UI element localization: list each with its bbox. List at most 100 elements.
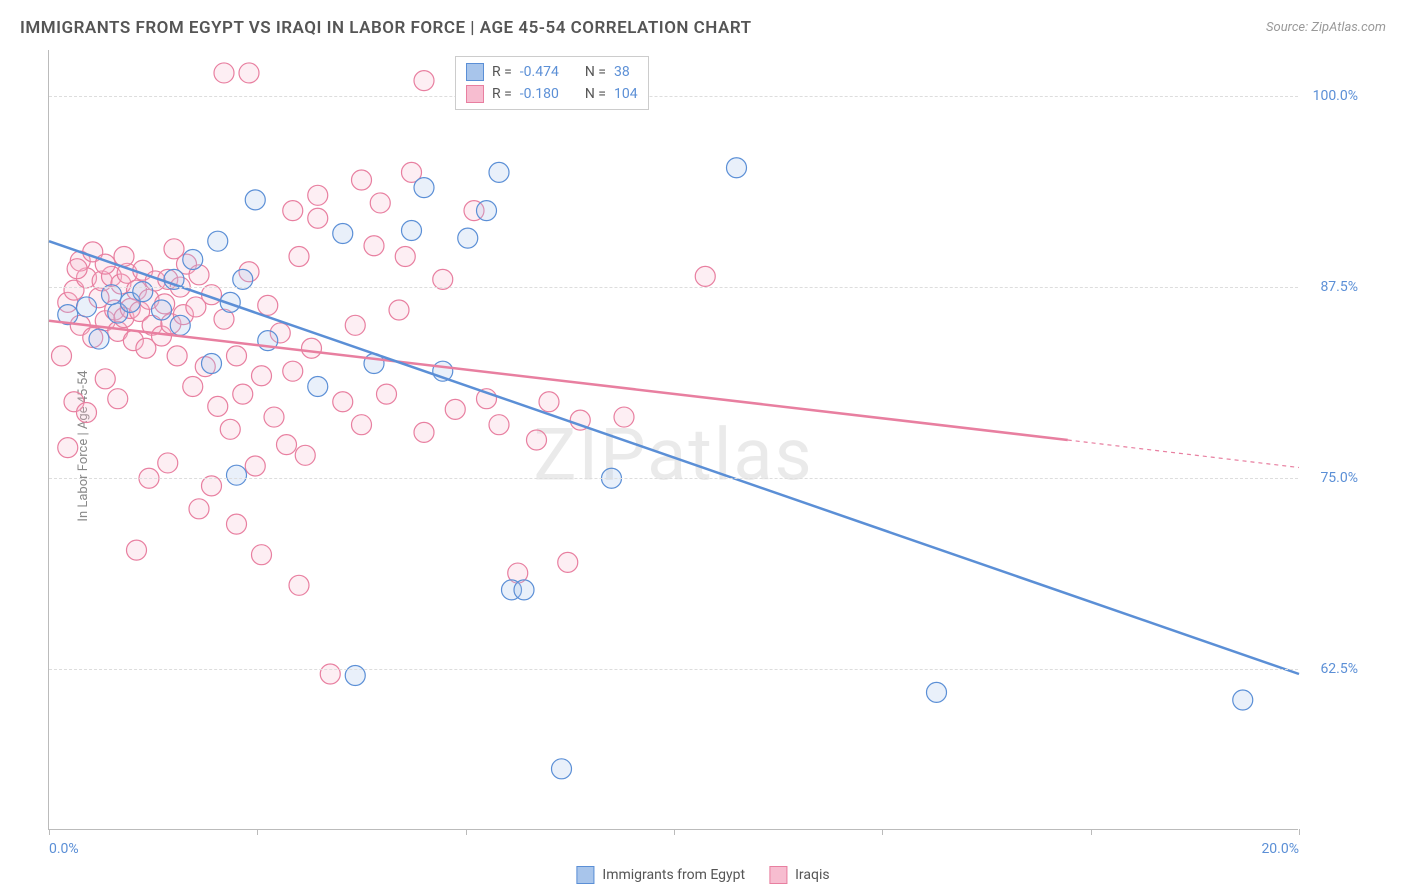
y-tick-label: 100.0% bbox=[1313, 88, 1358, 104]
egypt-point bbox=[133, 282, 153, 302]
egypt-point bbox=[227, 465, 247, 485]
legend-correlation: R = -0.474 N = 38 R = -0.180 N = 104 bbox=[455, 56, 649, 110]
egypt-point bbox=[552, 759, 572, 779]
legend-item-iraqi: Iraqis bbox=[769, 866, 829, 884]
legend-row-egypt: R = -0.474 N = 38 bbox=[466, 61, 638, 83]
gridline-h bbox=[49, 669, 1298, 670]
iraqi-point bbox=[77, 402, 97, 422]
plot-svg bbox=[49, 50, 1298, 829]
gridline-h bbox=[49, 287, 1298, 288]
gridline-h bbox=[49, 478, 1298, 479]
iraqi-point bbox=[252, 545, 272, 565]
iraqi-point bbox=[127, 540, 147, 560]
legend-swatch-iraqi-bottom bbox=[769, 866, 787, 884]
egypt-point bbox=[489, 162, 509, 182]
iraqi-point bbox=[108, 389, 128, 409]
iraqi-point bbox=[245, 456, 265, 476]
iraqi-trend-line-extrapolated bbox=[1068, 440, 1299, 468]
iraqi-point bbox=[308, 208, 328, 228]
legend-r-label: R = bbox=[492, 64, 512, 80]
iraqi-point bbox=[158, 453, 178, 473]
y-tick-label: 75.0% bbox=[1320, 470, 1358, 486]
iraqi-point bbox=[295, 445, 315, 465]
egypt-point bbox=[183, 250, 203, 270]
iraqi-point bbox=[214, 63, 234, 83]
egypt-trend-line bbox=[49, 241, 1299, 674]
x-tick bbox=[1299, 829, 1300, 835]
iraqi-point bbox=[52, 346, 72, 366]
egypt-point bbox=[77, 297, 97, 317]
iraqi-point bbox=[239, 63, 259, 83]
iraqi-point bbox=[283, 361, 303, 381]
x-tick bbox=[49, 829, 50, 835]
x-tick bbox=[466, 829, 467, 835]
legend-r-value-iraqi: -0.180 bbox=[520, 86, 559, 102]
plot-area: ZIPatlas 62.5%75.0%87.5%100.0%0.0%20.0% bbox=[48, 50, 1298, 830]
iraqi-point bbox=[289, 246, 309, 266]
x-tick bbox=[882, 829, 883, 835]
egypt-point bbox=[927, 682, 947, 702]
y-tick-label: 62.5% bbox=[1320, 661, 1358, 677]
iraqi-point bbox=[377, 384, 397, 404]
x-tick bbox=[1091, 829, 1092, 835]
iraqi-point bbox=[264, 407, 284, 427]
x-tick-label: 20.0% bbox=[1261, 841, 1299, 857]
egypt-point bbox=[170, 315, 190, 335]
egypt-point bbox=[333, 224, 353, 244]
iraqi-point bbox=[345, 315, 365, 335]
iraqi-point bbox=[614, 407, 634, 427]
iraqi-point bbox=[333, 392, 353, 412]
iraqi-point bbox=[308, 185, 328, 205]
iraqi-point bbox=[414, 71, 434, 91]
iraqi-point bbox=[539, 392, 559, 412]
egypt-point bbox=[308, 376, 328, 396]
iraqi-point bbox=[558, 552, 578, 572]
legend-r-value-egypt: -0.474 bbox=[520, 64, 559, 80]
egypt-point bbox=[245, 190, 265, 210]
legend-n-label: N = bbox=[585, 86, 606, 102]
iraqi-point bbox=[414, 422, 434, 442]
iraqi-point bbox=[320, 664, 340, 684]
legend-n-value-iraqi: 104 bbox=[614, 86, 638, 102]
iraqi-point bbox=[489, 415, 509, 435]
iraqi-point bbox=[183, 376, 203, 396]
iraqi-point bbox=[189, 499, 209, 519]
legend-swatch-iraqi bbox=[466, 85, 484, 103]
legend-label-iraqi: Iraqis bbox=[795, 867, 829, 883]
egypt-point bbox=[89, 329, 109, 349]
egypt-point bbox=[202, 354, 222, 374]
iraqi-point bbox=[220, 419, 240, 439]
iraqi-point bbox=[227, 346, 247, 366]
iraqi-point bbox=[277, 435, 297, 455]
egypt-point bbox=[208, 231, 228, 251]
legend-swatch-egypt-bottom bbox=[576, 866, 594, 884]
legend-label-egypt: Immigrants from Egypt bbox=[602, 867, 745, 883]
legend-row-iraqi: R = -0.180 N = 104 bbox=[466, 83, 638, 105]
egypt-point bbox=[727, 158, 747, 178]
egypt-point bbox=[402, 220, 422, 240]
iraqi-point bbox=[289, 575, 309, 595]
egypt-point bbox=[514, 580, 534, 600]
legend-item-egypt: Immigrants from Egypt bbox=[576, 866, 745, 884]
egypt-point bbox=[458, 228, 478, 248]
legend-n-label: N = bbox=[585, 64, 606, 80]
iraqi-point bbox=[370, 193, 390, 213]
iraqi-point bbox=[58, 438, 78, 458]
source-attribution: Source: ZipAtlas.com bbox=[1266, 20, 1386, 35]
iraqi-point bbox=[252, 366, 272, 386]
legend-swatch-egypt bbox=[466, 63, 484, 81]
x-tick bbox=[674, 829, 675, 835]
iraqi-point bbox=[233, 384, 253, 404]
egypt-point bbox=[414, 178, 434, 198]
egypt-point bbox=[477, 201, 497, 221]
egypt-point bbox=[152, 300, 172, 320]
iraqi-point bbox=[67, 259, 87, 279]
iraqi-point bbox=[364, 236, 384, 256]
chart-title: IMMIGRANTS FROM EGYPT VS IRAQI IN LABOR … bbox=[20, 18, 752, 38]
x-tick bbox=[257, 829, 258, 835]
iraqi-point bbox=[302, 338, 322, 358]
legend-n-value-egypt: 38 bbox=[614, 64, 630, 80]
iraqi-point bbox=[258, 295, 278, 315]
iraqi-trend-line bbox=[49, 321, 1068, 440]
x-tick-label: 0.0% bbox=[49, 841, 79, 857]
